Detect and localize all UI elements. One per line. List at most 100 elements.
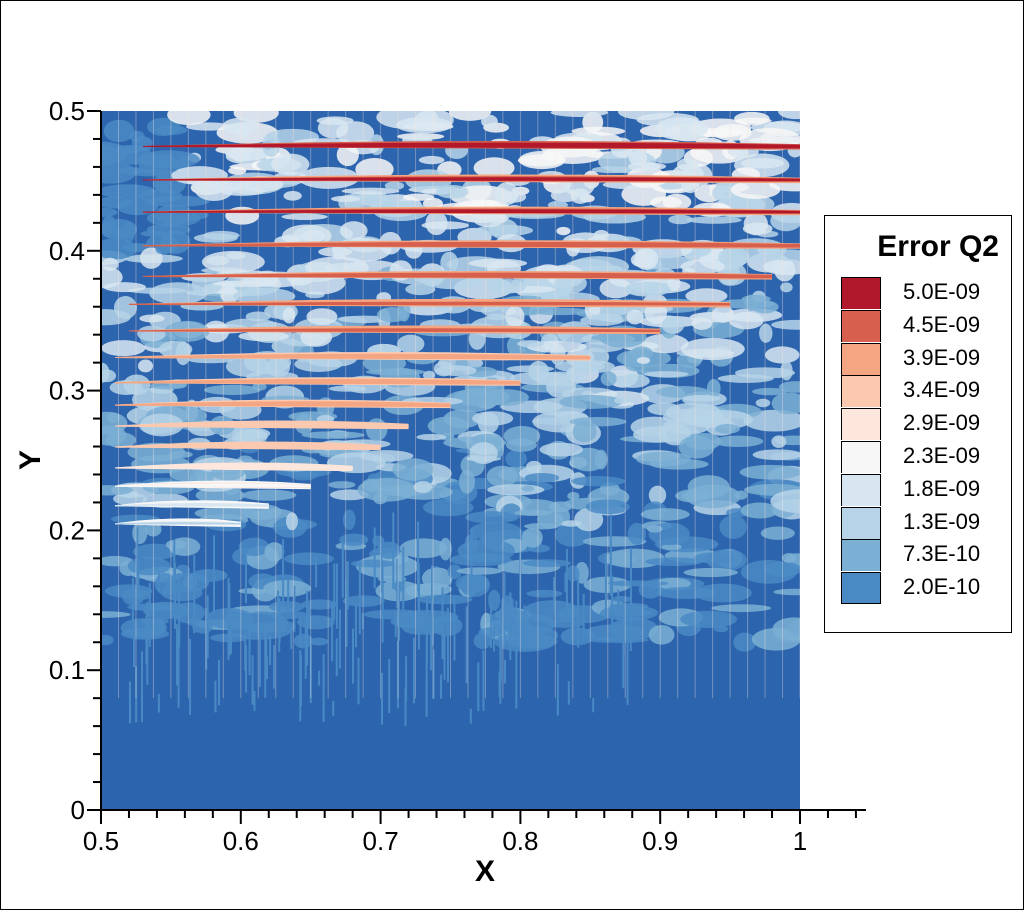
legend-label: 2.9E-09 [903,410,981,436]
legend-label: 3.4E-09 [903,377,981,403]
texture-blob [685,288,728,304]
streak-mark [453,598,456,661]
texture-blob [711,604,772,613]
band-layer [114,484,311,487]
texture-blob [101,485,133,496]
texture-blob [405,283,436,296]
x-tick-label: 0.5 [83,826,119,856]
texture-blob [486,465,518,487]
texture-blob [418,155,445,165]
band-layer [114,380,521,384]
streak-mark [529,626,532,649]
texture-blob [435,365,477,377]
band-layer [128,329,661,332]
streak-mark [214,680,217,713]
streak-mark [178,574,181,648]
texture-blob [103,282,147,293]
texture-blob [594,449,608,470]
streak-mark [397,581,400,629]
texture-blob [764,346,800,364]
x-tick-label: 0.7 [363,826,399,856]
texture-blob [576,360,615,374]
texture-blob [656,586,717,599]
streak-mark [567,681,570,705]
texture-blob [636,356,651,364]
streak-mark [269,636,272,666]
texture-blob [624,281,671,297]
texture-blob [309,637,329,646]
texture-blob [284,552,334,566]
streak-mark [519,551,522,630]
texture-blob [301,431,365,439]
texture-blob [132,521,148,545]
texture-blob [139,314,165,323]
streak-mark [205,608,208,670]
texture-blob [668,214,693,225]
x-tick-label: 1 [793,826,807,856]
texture-blob [770,210,800,232]
x-tick-label: 0.9 [642,826,678,856]
texture-blob [402,621,444,635]
texture-blob [771,392,800,415]
streak-mark [148,582,151,648]
texture-blob [640,508,690,521]
streak-mark [265,639,268,662]
texture-blob [175,341,191,366]
streak-mark [565,549,568,622]
streak-mark [173,539,176,595]
band-layer [128,302,731,305]
texture-blob [683,567,738,578]
texture-blob [301,229,326,243]
texture-blob [224,145,270,161]
streak-mark [218,659,221,706]
texture-blob [648,485,667,505]
texture-blob [583,576,631,594]
streak-mark [577,578,580,648]
streak-mark [425,635,428,715]
texture-blob [644,371,689,378]
legend-swatch [841,309,881,342]
texture-blob [425,211,448,236]
y-tick-label: 0.5 [49,96,85,126]
texture-blob [505,306,525,328]
texture-blob [397,334,425,354]
texture-blob [534,371,584,387]
streak-mark [335,563,338,629]
texture-blob [129,169,172,177]
texture-blob [774,258,796,282]
texture-blob [101,362,110,383]
legend-item: 5.0E-09 [841,277,1011,309]
band-layer [142,210,800,213]
texture-blob [572,421,597,443]
texture-blob [101,207,118,217]
legend-item: 2.3E-09 [841,441,1011,473]
texture-blob [771,319,800,330]
error-band [114,518,241,528]
streak-mark [592,698,595,713]
streak-mark [253,690,256,711]
texture-blob [505,438,537,452]
streak-mark [499,626,502,704]
error-band [128,325,661,335]
streak-mark [244,553,247,604]
streak-mark [128,681,131,724]
texture-blob [317,117,349,139]
band-layer [114,355,591,359]
streak-mark [482,650,485,711]
texture-blob [537,510,564,529]
texture-blob [494,182,519,206]
streak-mark [432,649,435,699]
error-band [142,240,800,249]
legend-swatch [841,539,881,572]
texture-blob [448,111,492,121]
texture-blob [472,411,514,426]
streak-mark [502,626,505,645]
streak-mark [515,645,518,709]
texture-blob [739,464,800,480]
texture-blob [336,143,359,167]
streak-mark [177,628,180,708]
texture-blob [570,188,590,204]
streak-mark [394,611,397,638]
band-layer [114,522,241,525]
band-layer [142,144,800,147]
